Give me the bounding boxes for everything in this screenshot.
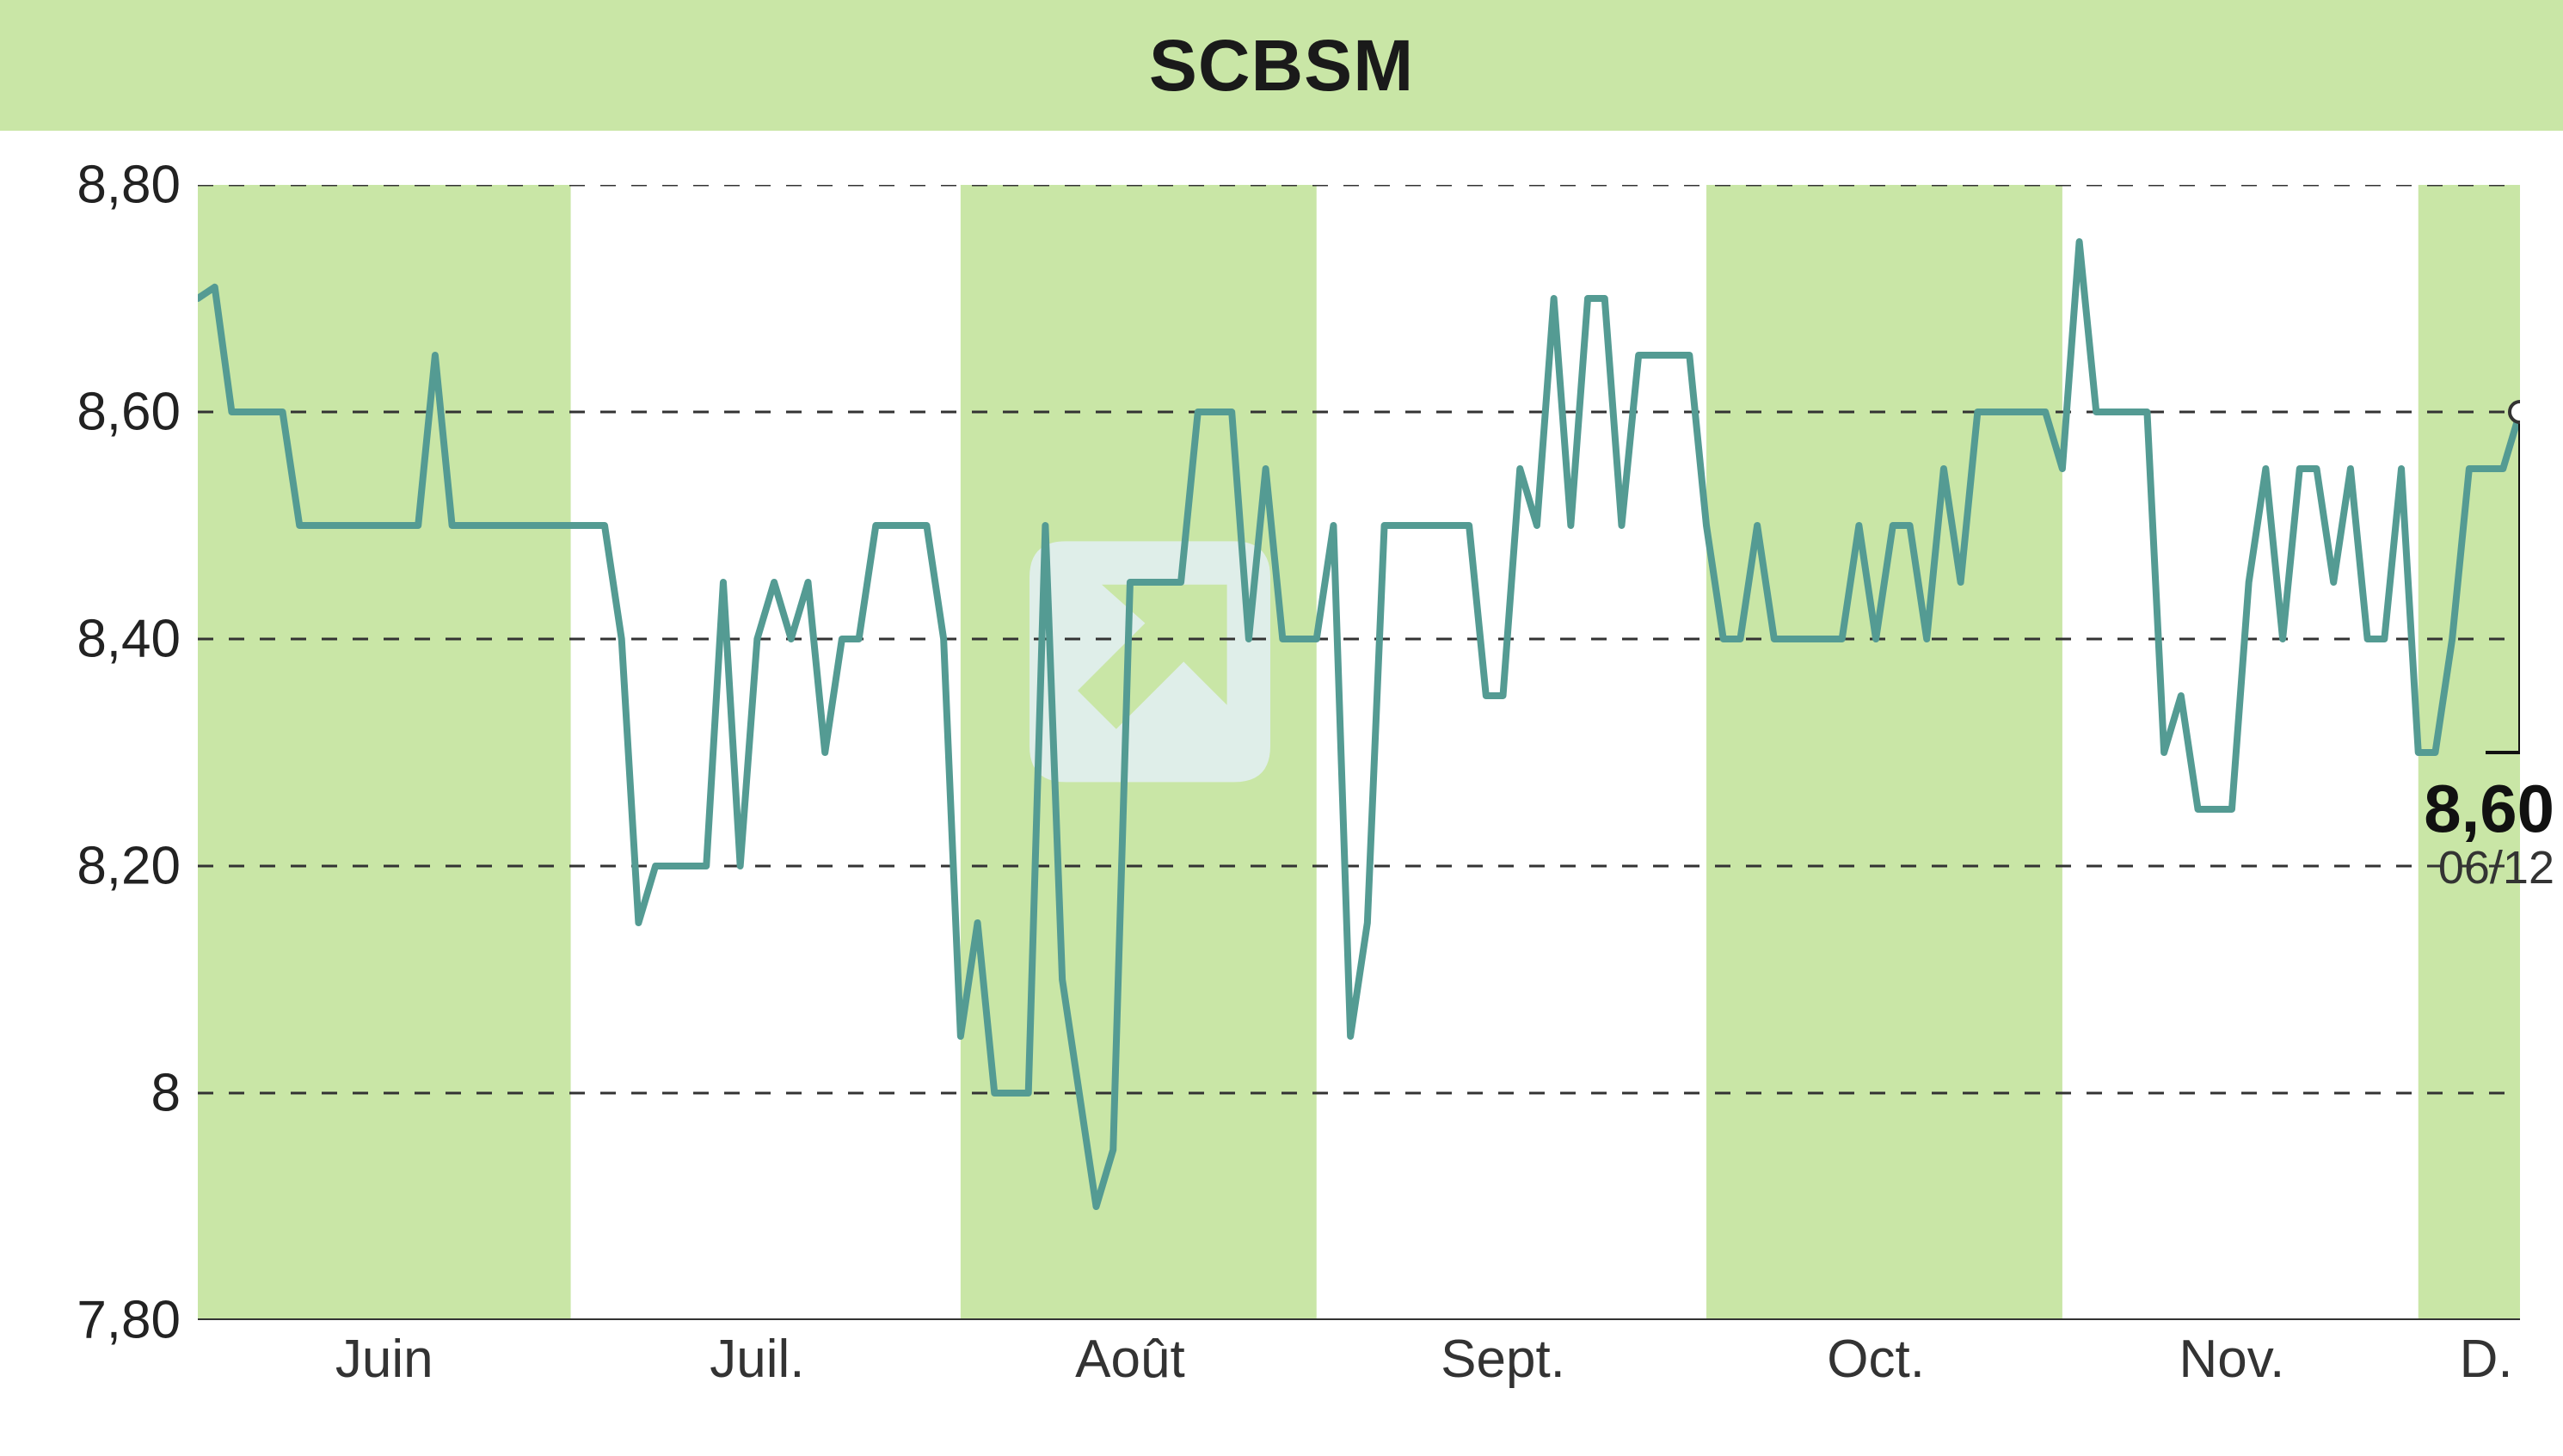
y-tick-label: 8,20 [0, 836, 181, 897]
end-marker-icon [2510, 402, 2520, 422]
y-tick-label: 8,80 [0, 155, 181, 216]
x-tick-label: Oct. [1827, 1329, 1925, 1390]
month-band [198, 185, 571, 1320]
y-tick-label: 8,40 [0, 609, 181, 670]
x-tick-label: Sept. [1441, 1329, 1565, 1390]
x-tick-label: Juil. [710, 1329, 804, 1390]
plot-svg [198, 185, 2520, 1320]
chart-container: { "chart": { "title": "SCBSM", "title_fo… [0, 0, 2563, 1456]
y-axis-labels: 8,808,608,408,2087,80 [0, 185, 181, 1320]
y-tick-label: 8 [0, 1063, 181, 1124]
x-axis-labels: Juin Juil. Août Sept. Oct. Nov. D. [198, 1329, 2520, 1415]
chart-title-bar: SCBSM [0, 0, 2563, 131]
callout-value: 8,60 [2424, 770, 2554, 848]
x-tick-label: Juin [335, 1329, 433, 1390]
y-tick-label: 8,60 [0, 382, 181, 443]
x-tick-label: Août [1075, 1329, 1185, 1390]
x-tick-label: Nov. [2179, 1329, 2285, 1390]
chart-title: SCBSM [1149, 25, 1414, 106]
month-band [1706, 185, 2062, 1320]
y-tick-label: 7,80 [0, 1290, 181, 1351]
callout-date: 06/12 [2438, 841, 2554, 894]
plot-area [198, 185, 2520, 1320]
x-tick-label: D. [2460, 1329, 2513, 1390]
